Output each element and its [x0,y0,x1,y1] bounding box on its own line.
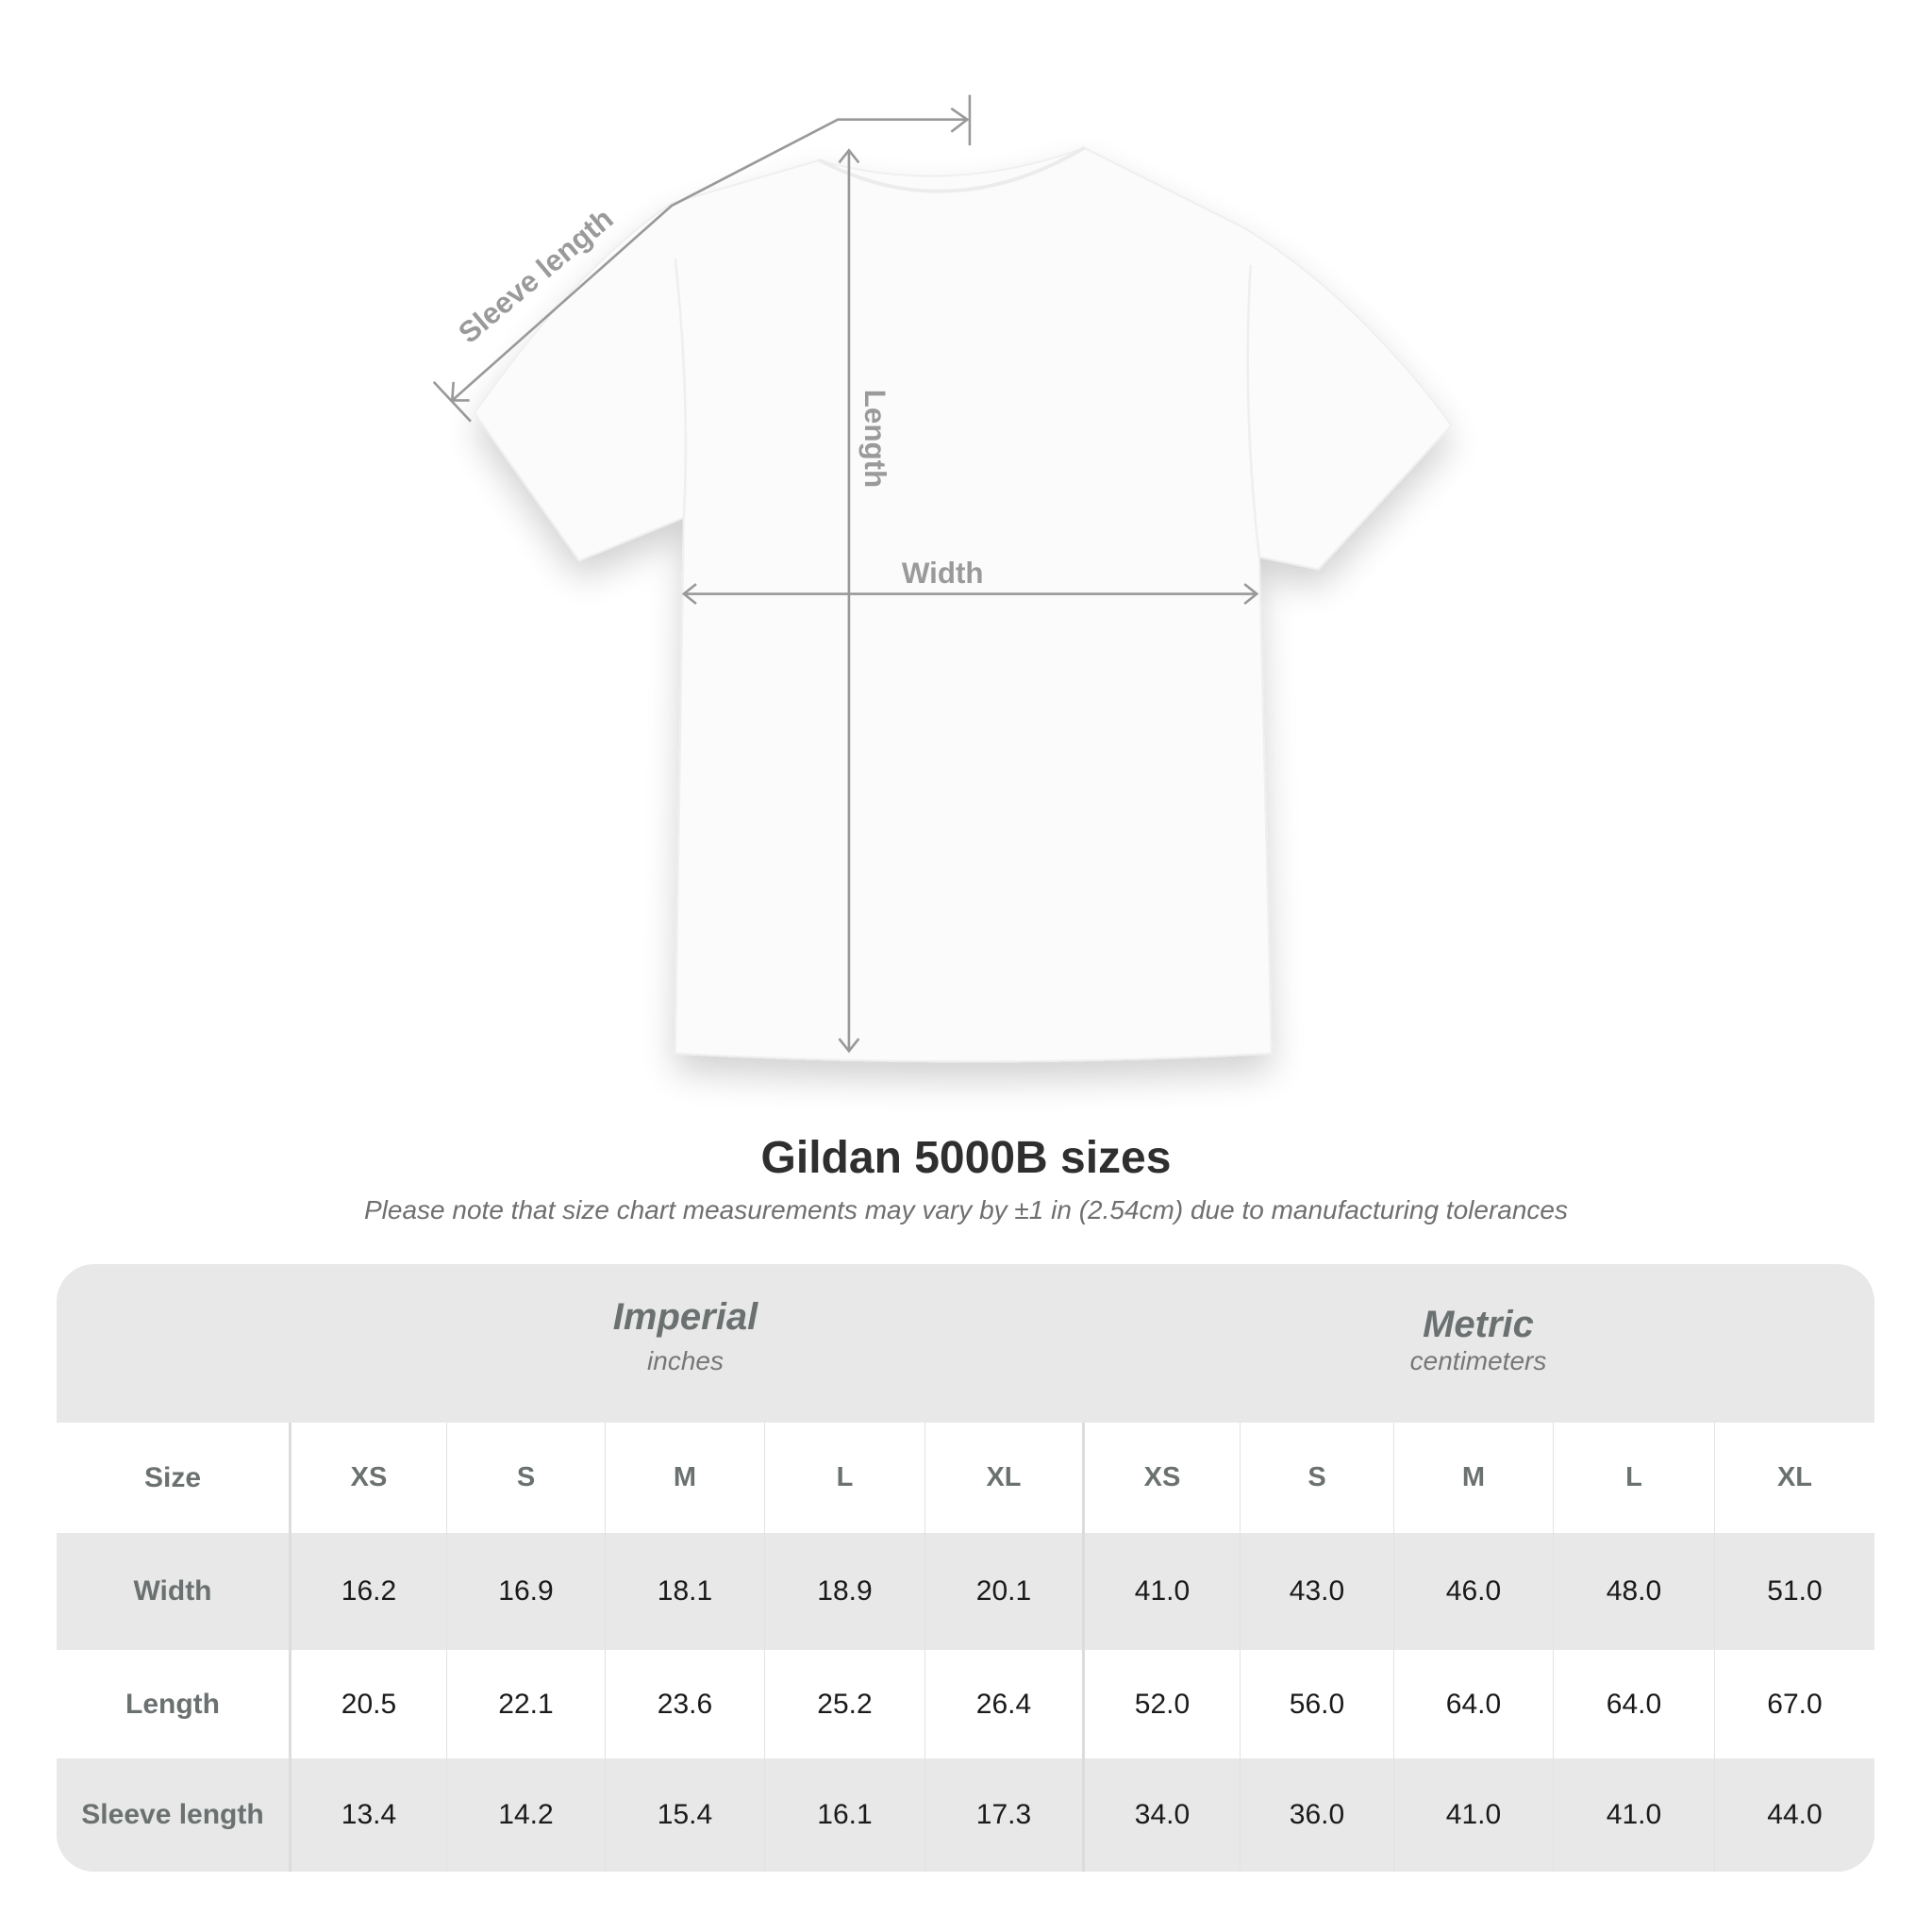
imperial-value: 13.4 [289,1758,446,1872]
metric-unit: centimeters [1409,1346,1547,1375]
metric-value: 43.0 [1240,1533,1393,1650]
imperial-value: 16.9 [446,1533,605,1650]
imperial-value: 18.9 [764,1533,924,1650]
metric-label: Metric [1423,1304,1534,1345]
imperial-value: 22.1 [446,1650,605,1758]
imperial-value: 20.5 [289,1650,446,1758]
table-row: Sleeve length 13.4 14.2 15.4 16.1 17.3 34.0 36.… [57,1758,1874,1872]
tolerance-note: Please note that size chart measurements… [364,1195,1568,1224]
imperial-value: 18.1 [605,1533,764,1650]
imperial-value: 20.1 [924,1533,1082,1650]
metric-value: 67.0 [1714,1650,1874,1758]
metric-value: 44.0 [1714,1758,1874,1872]
metric-value: 34.0 [1082,1758,1240,1872]
length-label: Length [858,390,891,488]
size-header-row: Size XS S M L XL XS S M L XL [57,1423,1874,1533]
row-label: Sleeve length [81,1799,264,1830]
metric-value: 52.0 [1082,1650,1240,1758]
imperial-value: 15.4 [605,1758,764,1872]
row-label: Width [133,1575,212,1607]
tshirt-measurement-diagram: Sleeve length Length Width [432,94,1453,1063]
imperial-unit: inches [647,1346,724,1375]
size-column-header: XS [1082,1423,1240,1533]
metric-value: 64.0 [1393,1650,1553,1758]
metric-value: 41.0 [1553,1758,1714,1872]
width-label: Width [902,557,984,590]
size-column-header: S [1240,1423,1393,1533]
tshirt-shape [473,146,1453,1063]
size-column-header: XS [289,1423,446,1533]
imperial-header: Imperial inches [289,1264,1082,1455]
metric-value: 41.0 [1082,1533,1240,1650]
imperial-value: 25.2 [764,1650,924,1758]
sleeve-length-line [451,118,968,402]
imperial-value: 23.6 [605,1650,764,1758]
metric-value: 41.0 [1393,1758,1553,1872]
metric-value: 48.0 [1553,1533,1714,1650]
imperial-value: 16.2 [289,1533,446,1650]
size-column-header: L [1553,1423,1714,1533]
size-column-header: S [446,1423,605,1533]
metric-value: 64.0 [1553,1650,1714,1758]
row-label: Length [125,1688,220,1720]
metric-value: 51.0 [1714,1533,1874,1650]
size-column-header: XL [924,1423,1082,1533]
size-column-header: M [605,1423,764,1533]
metric-header: Metric centimeters [1082,1264,1874,1462]
page-title: Gildan 5000B sizes [760,1133,1172,1183]
size-column-header: M [1393,1423,1553,1533]
imperial-value: 14.2 [446,1758,605,1872]
imperial-value: 26.4 [924,1650,1082,1758]
table-row: Width 16.2 16.9 18.1 18.9 20.1 41.0 43.0 46.0 48.… [57,1533,1874,1650]
measurement-lines [432,94,1259,1054]
imperial-value: 16.1 [764,1758,924,1872]
imperial-value: 17.3 [924,1758,1082,1872]
size-label: Size [143,1461,202,1493]
size-column-header: XL [1714,1423,1874,1533]
metric-value: 36.0 [1240,1758,1393,1872]
table-row: Length 20.5 22.1 23.6 25.2 26.4 52.0 56.0 64.0 64… [57,1650,1874,1758]
metric-value: 56.0 [1240,1650,1393,1758]
imperial-label: Imperial [612,1296,758,1338]
size-column-header: L [764,1423,924,1533]
size-table: Imperial inches Metric centimeters Size X… [57,1264,1874,1872]
metric-value: 46.0 [1393,1533,1553,1650]
